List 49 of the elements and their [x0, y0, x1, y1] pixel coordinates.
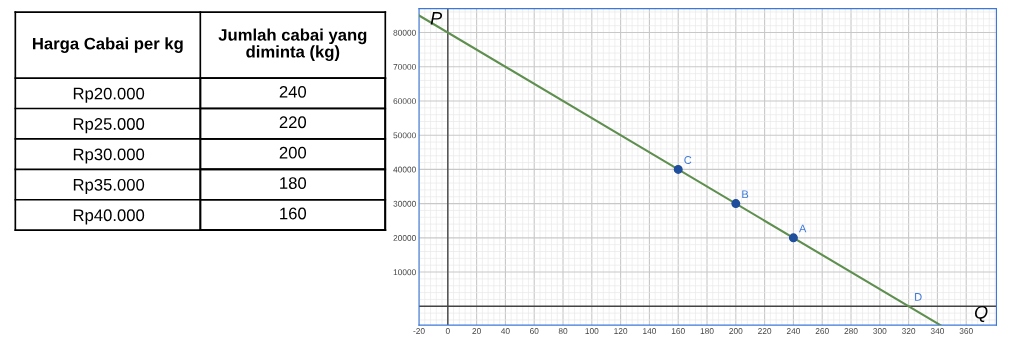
x-tick-label: 40 [500, 328, 510, 334]
y-tick-label: 50000 [393, 132, 416, 139]
x-tick-label: Jumlah cabai yang diminta (kg) [218, 28, 367, 61]
x-tick-label: 100 [585, 328, 599, 334]
x-tick-label: 260 [815, 328, 829, 334]
y-tick-label: 10000 [393, 269, 416, 276]
x-tick-label: 340 [930, 328, 945, 334]
point [673, 164, 683, 174]
y-tick-label: 20000 [393, 235, 416, 241]
x-tick-label: 280 [844, 328, 858, 334]
x-tick-label: 160 [671, 328, 685, 334]
x-tick-label: 300 [873, 328, 887, 334]
y-tick-label: Rp30.000 [73, 148, 145, 164]
x-tick-label: 200 [729, 328, 743, 334]
y-tick-label: Rp35.000 [73, 178, 145, 195]
x-tick-label: 220 [758, 328, 772, 334]
x-tick-label: 60 [530, 328, 539, 334]
point [731, 199, 741, 209]
annotation: C [684, 156, 692, 164]
y-axis-title: P [430, 12, 443, 25]
x-tick-label: 0 [445, 328, 450, 334]
y-tick-label: Rp20.000 [73, 87, 145, 103]
data-label: 220 [279, 116, 307, 129]
annotation: B [742, 190, 749, 199]
x-tick-label: 180 [700, 328, 714, 334]
x-tick-label: 360 [959, 328, 973, 334]
x-tick-label: -20 [413, 328, 425, 334]
y-tick-label: 70000 [393, 63, 416, 70]
y-tick-label: 80000 [393, 29, 416, 36]
point [788, 233, 798, 243]
data-label: 160 [280, 207, 307, 220]
y-axis-title: Harga Cabai per kg [32, 37, 183, 53]
y-tick-label: 40000 [393, 166, 416, 173]
x-tick-label: 140 [643, 328, 657, 334]
x-tick-label: 20 [472, 328, 481, 334]
y-tick-label: 30000 [393, 200, 416, 207]
data-label: 240 [279, 85, 307, 98]
annotation: D [915, 293, 922, 301]
data-label: 180 [280, 177, 307, 189]
y-tick-label: Rp40.000 [73, 209, 145, 225]
x-tick-label: 120 [614, 328, 628, 334]
x-tick-label: 80 [558, 328, 568, 334]
x-axis-title: Q [974, 305, 988, 322]
x-tick-label: 320 [901, 328, 916, 334]
data-label: 200 [279, 146, 307, 159]
y-tick-label: Rp25.000 [73, 118, 145, 134]
y-tick-label: 60000 [393, 98, 416, 105]
annotation: A [798, 224, 807, 233]
x-tick-label: 240 [786, 328, 801, 334]
